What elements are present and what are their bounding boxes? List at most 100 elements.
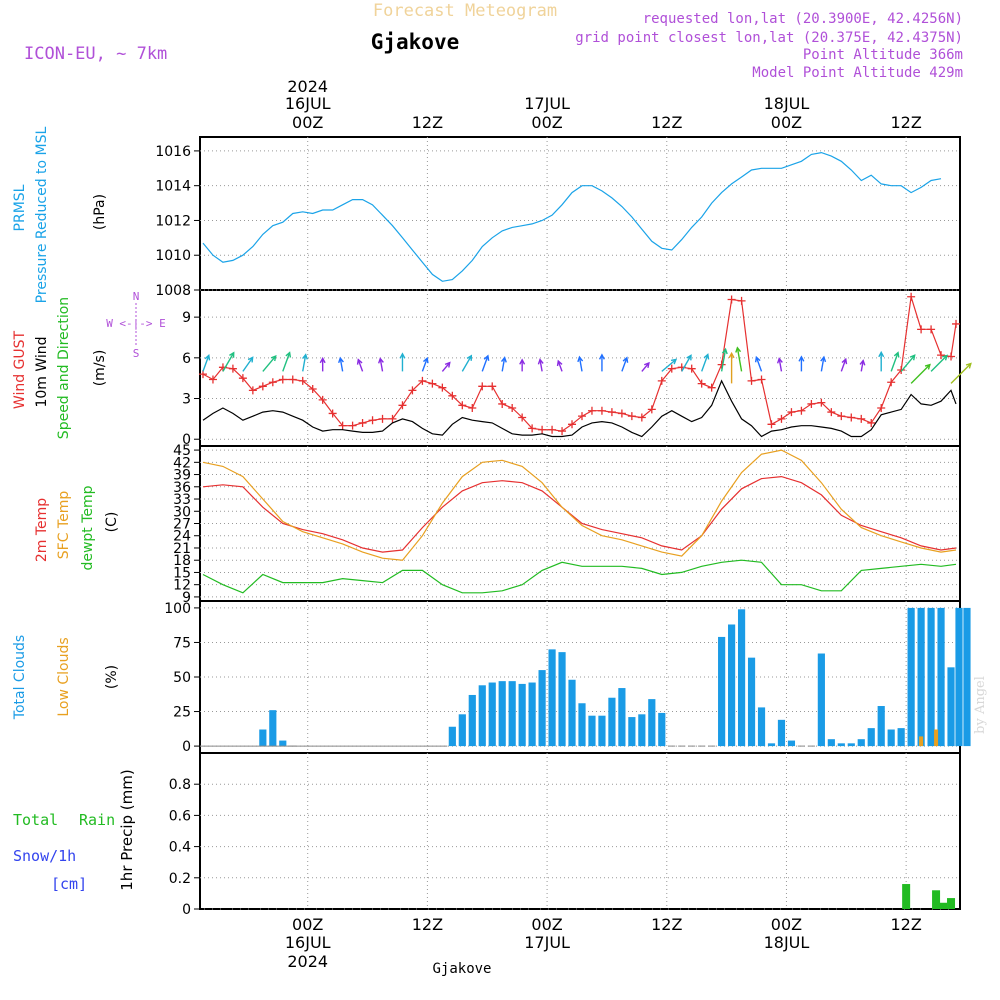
gust-marker	[837, 412, 846, 421]
clouds-unit: (%)	[104, 665, 120, 689]
gust-marker	[597, 406, 606, 415]
point-altitude: Point Altitude 366m	[803, 47, 963, 63]
precip-bar	[902, 884, 911, 909]
cloud-bar	[747, 657, 756, 747]
cloud-bar	[867, 728, 875, 747]
top-12z-label: 12Z	[890, 113, 921, 132]
gust-marker	[338, 421, 347, 430]
temp-sfc-label: SFC Temp	[56, 491, 72, 560]
wind-barb	[701, 354, 709, 372]
wind-gust-label: Wind GUST	[12, 330, 28, 409]
temperature-ytick-label: 12	[173, 578, 191, 594]
gust-marker	[857, 414, 866, 423]
precipitation-ytick-label: 0.4	[169, 840, 191, 856]
wind-barb	[242, 357, 254, 372]
precipitation-frame	[199, 752, 961, 910]
cloud-bar	[937, 607, 945, 747]
bottom-year-label: 2024	[287, 952, 328, 971]
clouds-ytick-label: 0	[182, 739, 191, 755]
wind-barb-head	[466, 354, 473, 361]
wind-barb-head	[965, 362, 972, 369]
gust-marker	[298, 376, 307, 385]
gust-marker	[947, 352, 956, 361]
wind-barb	[421, 357, 428, 372]
wind-speed-dir-label: Speed and Direction	[56, 297, 72, 439]
wind-barb	[339, 357, 344, 372]
gust-marker	[358, 418, 367, 427]
footer-location: Gjakove	[432, 961, 491, 977]
gust-marker	[607, 408, 616, 417]
model-label: ICON-EU, ~ 7km	[24, 44, 167, 64]
gust-marker	[198, 370, 207, 379]
low-cloud-bar	[934, 729, 939, 747]
wind-barb-head	[893, 351, 900, 358]
temperature-dewpt-temp-line	[202, 559, 957, 594]
gust-marker	[717, 360, 726, 369]
gust-marker	[308, 385, 317, 394]
gust-marker	[488, 382, 497, 391]
temperature-ytick-label: 27	[173, 517, 191, 533]
wind-barb-head	[378, 357, 384, 364]
gust-marker	[797, 406, 806, 415]
temperature-ytick-label: 33	[173, 492, 191, 508]
gust-marker	[438, 383, 447, 392]
precipitation-ytick-label: 0	[182, 902, 191, 918]
pressure-ytick-label: 1010	[155, 248, 191, 264]
wind-ytick-label: 9	[182, 310, 191, 326]
temperature-ytick-label: 36	[173, 480, 191, 496]
bottom-12z-label: 12Z	[890, 915, 921, 934]
wind-barb-head	[204, 354, 211, 361]
location-title: Gjakove	[371, 30, 460, 54]
precipitation-ytick-label: 0.2	[169, 871, 191, 887]
pressure-prmsl-line	[202, 151, 942, 282]
wind-barb	[539, 359, 543, 372]
top-hour-label: 00Z	[771, 113, 802, 132]
wind-barb	[461, 355, 472, 372]
gust-marker	[727, 295, 736, 304]
grid-lines	[194, 137, 960, 910]
wind-barb	[302, 354, 307, 372]
requested-coords: requested lon,lat (20.3900E, 42.4256N)	[643, 11, 963, 27]
gust-marker	[667, 364, 676, 373]
cloud-bar	[877, 706, 885, 747]
wind-barb-head	[577, 355, 584, 363]
wind-barb	[930, 354, 948, 372]
wind-barb	[778, 358, 783, 372]
precip-rain-label: Rain	[79, 811, 115, 829]
cloud-bar	[269, 710, 277, 747]
bottom-hour-label: 00Z	[531, 915, 562, 934]
wind-barb-head	[285, 351, 292, 358]
temperature-ytick-label: 45	[173, 443, 191, 459]
gust-marker	[258, 382, 267, 391]
compass-south: S	[133, 347, 140, 360]
clouds-total-label: Total Clouds	[12, 635, 28, 720]
wind-barb-head	[728, 351, 735, 359]
wind-barb-head	[643, 361, 650, 369]
cloud-bar	[947, 667, 955, 747]
pressure-ytick-label: 1014	[155, 179, 191, 195]
wind-barb	[481, 355, 489, 372]
cloud-bar	[458, 714, 466, 747]
wind-barb-head	[556, 359, 563, 367]
temperature-ytick-label: 9	[182, 590, 191, 606]
gust-marker	[767, 420, 776, 429]
wind-barb-head	[483, 354, 490, 361]
wind-barb-head	[735, 346, 742, 353]
cloud-bar	[538, 670, 546, 747]
wind-barb-head	[247, 356, 254, 363]
compass-north: N	[133, 290, 140, 303]
gust-marker	[887, 378, 896, 387]
wind-barb-head	[270, 354, 277, 362]
gust-marker	[378, 414, 387, 423]
wind-barb-head	[798, 355, 805, 362]
gust-marker	[907, 292, 916, 301]
clouds-ytick-label: 50	[173, 670, 191, 686]
wind-barb	[736, 347, 743, 372]
wind-barb	[950, 363, 972, 384]
precipitation-ytick-label: 0.6	[169, 808, 191, 824]
wind-barb-head	[820, 355, 827, 363]
gust-marker	[687, 364, 696, 373]
gust-marker	[388, 414, 397, 423]
gust-marker	[937, 351, 946, 360]
